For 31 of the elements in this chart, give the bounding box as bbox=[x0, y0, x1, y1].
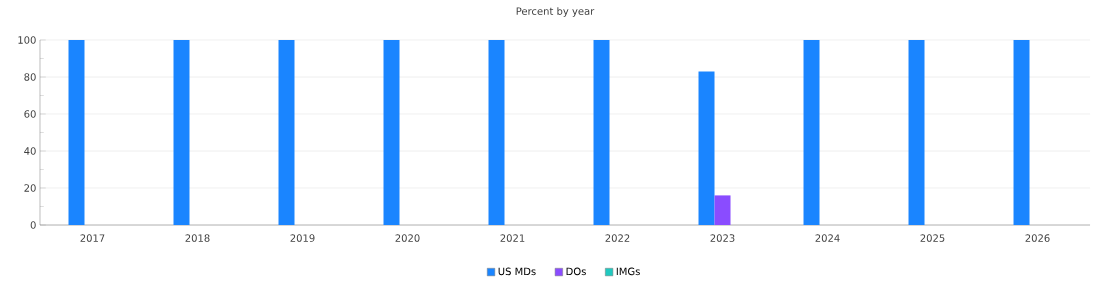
y-tick-label: 40 bbox=[24, 147, 36, 155]
y-tick-label: 100 bbox=[18, 36, 36, 44]
bar bbox=[908, 40, 925, 225]
legend-label: DOs bbox=[566, 267, 586, 276]
bar bbox=[1013, 40, 1030, 225]
y-tick-label: 80 bbox=[24, 73, 36, 81]
bar bbox=[173, 40, 190, 225]
bar bbox=[488, 40, 505, 225]
bar bbox=[383, 40, 400, 225]
bar bbox=[68, 40, 85, 225]
chart-title: Percent by year bbox=[516, 7, 595, 17]
x-tick-label: 2024 bbox=[815, 234, 840, 242]
legend-label: IMGs bbox=[616, 267, 640, 276]
y-tick-label: 20 bbox=[24, 184, 36, 192]
x-tick-label: 2023 bbox=[710, 234, 735, 242]
bar bbox=[714, 195, 731, 225]
x-tick-label: 2026 bbox=[1025, 234, 1050, 242]
y-tick-label: 60 bbox=[24, 110, 36, 118]
bar bbox=[278, 40, 295, 225]
bar bbox=[803, 40, 820, 225]
bar bbox=[698, 71, 715, 225]
x-tick-label: 2019 bbox=[290, 234, 315, 242]
y-tick-label: 0 bbox=[30, 221, 36, 229]
legend-label: US MDs bbox=[498, 267, 536, 276]
x-tick-label: 2022 bbox=[605, 234, 630, 242]
x-tick-label: 2025 bbox=[920, 234, 945, 242]
x-tick-label: 2017 bbox=[80, 234, 105, 242]
x-tick-label: 2018 bbox=[185, 234, 210, 242]
x-tick-label: 2021 bbox=[500, 234, 525, 242]
x-tick-label: 2020 bbox=[395, 234, 420, 242]
bar bbox=[593, 40, 610, 225]
